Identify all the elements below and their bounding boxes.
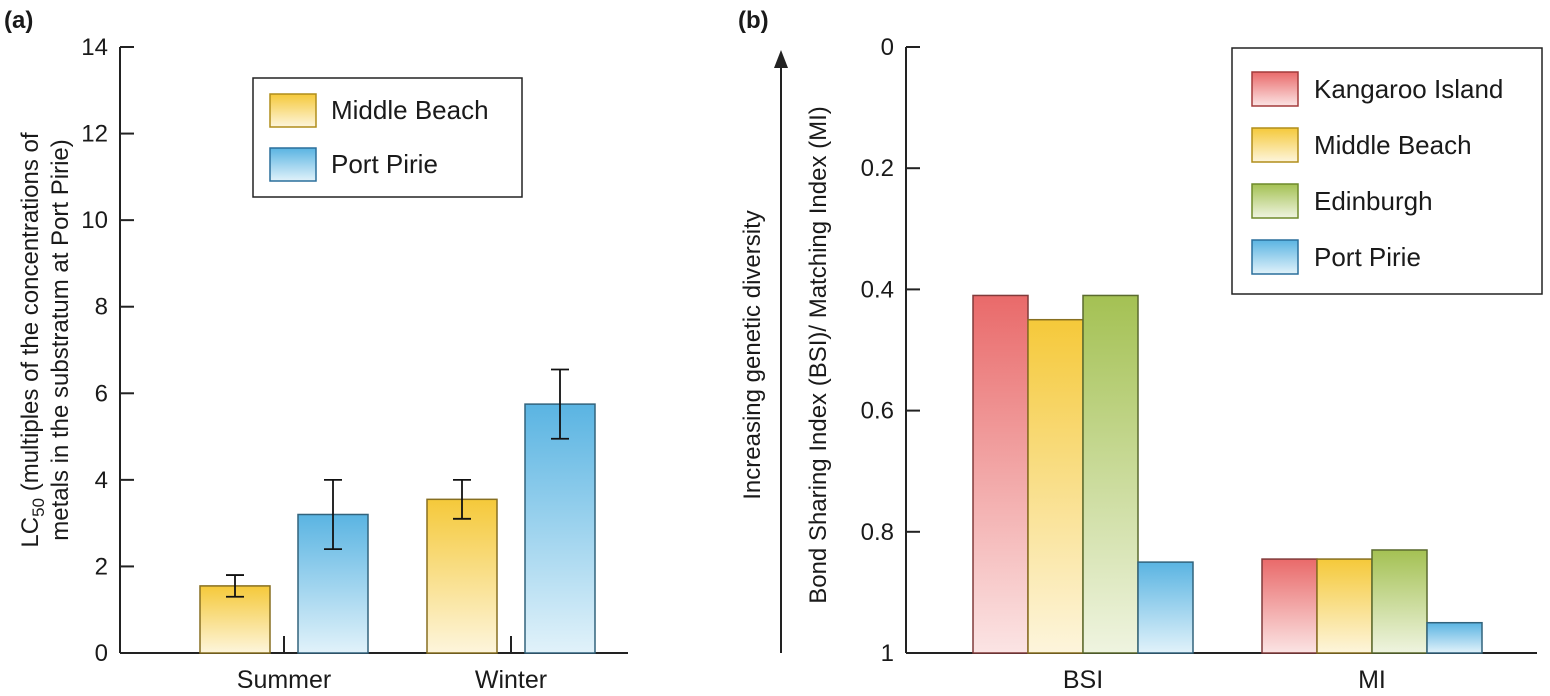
- bar-port-pirie-winter: [524, 403, 596, 654]
- panel-a-legend: Middle Beach Port Pirie: [252, 77, 523, 198]
- panel-a-y-axis-label-line1: LC50 (multiples of the concentrations of: [17, 132, 48, 547]
- panel-b-bars: [972, 294, 1483, 654]
- panel-a-chart: (a) LC50 (multiples of the concentration…: [4, 7, 628, 694]
- bar-kangaroo-island-bsi: [972, 294, 1029, 654]
- panel-b-y-tick-label: 0: [881, 34, 894, 61]
- bar-edinburgh-mi: [1371, 549, 1428, 654]
- panel-b-y-tick-label: 0.2: [861, 155, 894, 182]
- diversity-arrow-head: [774, 50, 788, 68]
- legend-label-port-pirie: Port Pirie: [1314, 242, 1421, 272]
- legend-swatch-edinburgh: [1251, 183, 1299, 219]
- bar-middle-beach-winter: [426, 498, 498, 654]
- panel-a-bars: [199, 368, 596, 654]
- panel-b-y-tick-label: 0.8: [861, 519, 894, 546]
- panel-a-y-tick-label: 0: [95, 640, 108, 667]
- panel-b-y-tick-label: 0.6: [861, 398, 894, 425]
- panel-b-y-tick-label: 0.4: [861, 276, 894, 303]
- legend-label-middle-beach: Middle Beach: [331, 95, 489, 125]
- panel-a-y-tick-label: 8: [95, 294, 108, 321]
- increasing-genetic-diversity-label: Increasing genetic diversity: [739, 210, 766, 499]
- bar-middle-beach-bsi: [1027, 318, 1084, 654]
- panel-a-category-winter: Winter: [475, 666, 547, 694]
- panel-a-y-ticks: 0 2 4 6 8 10 12 14: [81, 34, 134, 667]
- panel-a-y-tick-label: 6: [95, 380, 108, 407]
- panel-b-category-bsi: BSI: [1063, 666, 1103, 694]
- panel-a-y-tick-label: 2: [95, 553, 108, 580]
- legend-label-kangaroo-island: Kangaroo Island: [1314, 74, 1503, 104]
- bar-kangaroo-island-mi: [1261, 558, 1318, 654]
- bar-edinburgh-bsi: [1082, 294, 1139, 654]
- legend-swatch-middle-beach: [269, 93, 317, 128]
- legend-swatch-port-pirie: [269, 147, 317, 182]
- panel-b-chart: (b) Increasing genetic diversity Bond Sh…: [738, 7, 1543, 694]
- panel-b-categories: BSI MI: [1063, 666, 1386, 694]
- panel-a-y-axis-label-line2: metals in the substratum at Port Pirie): [47, 139, 74, 540]
- legend-label-edinburgh: Edinburgh: [1314, 186, 1433, 216]
- panel-a-categories: Summer Winter: [237, 666, 547, 694]
- panel-b-y-ticks: 0 0.2 0.4 0.6 0.8 1: [861, 34, 920, 667]
- bar-port-pirie-mi: [1426, 621, 1483, 654]
- panel-b-category-mi: MI: [1358, 666, 1386, 694]
- panel-a-y-tick-label: 10: [81, 207, 108, 234]
- legend-label-port-pirie: Port Pirie: [331, 149, 438, 179]
- panel-b-y-tick-label: 1: [881, 640, 894, 667]
- legend-label-middle-beach: Middle Beach: [1314, 130, 1472, 160]
- panel-b-legend: Kangaroo Island Middle Beach Edinburgh P…: [1231, 47, 1543, 295]
- panel-b-y-axis-label: Bond Sharing Index (BSI)/ Matching Index…: [805, 106, 832, 604]
- legend-swatch-kangaroo-island: [1251, 71, 1299, 107]
- legend-swatch-middle-beach: [1251, 127, 1299, 163]
- panel-b-label: (b): [738, 7, 769, 34]
- panel-a-y-tick-label: 12: [81, 121, 108, 148]
- panel-a-label: (a): [4, 7, 33, 34]
- bar-middle-beach-mi: [1316, 558, 1373, 654]
- panel-a-category-summer: Summer: [237, 666, 331, 694]
- panel-a-y-tick-label: 4: [95, 467, 108, 494]
- legend-swatch-port-pirie: [1251, 239, 1299, 275]
- bar-port-pirie-bsi: [1137, 561, 1194, 654]
- panel-a-y-tick-label: 14: [81, 34, 108, 61]
